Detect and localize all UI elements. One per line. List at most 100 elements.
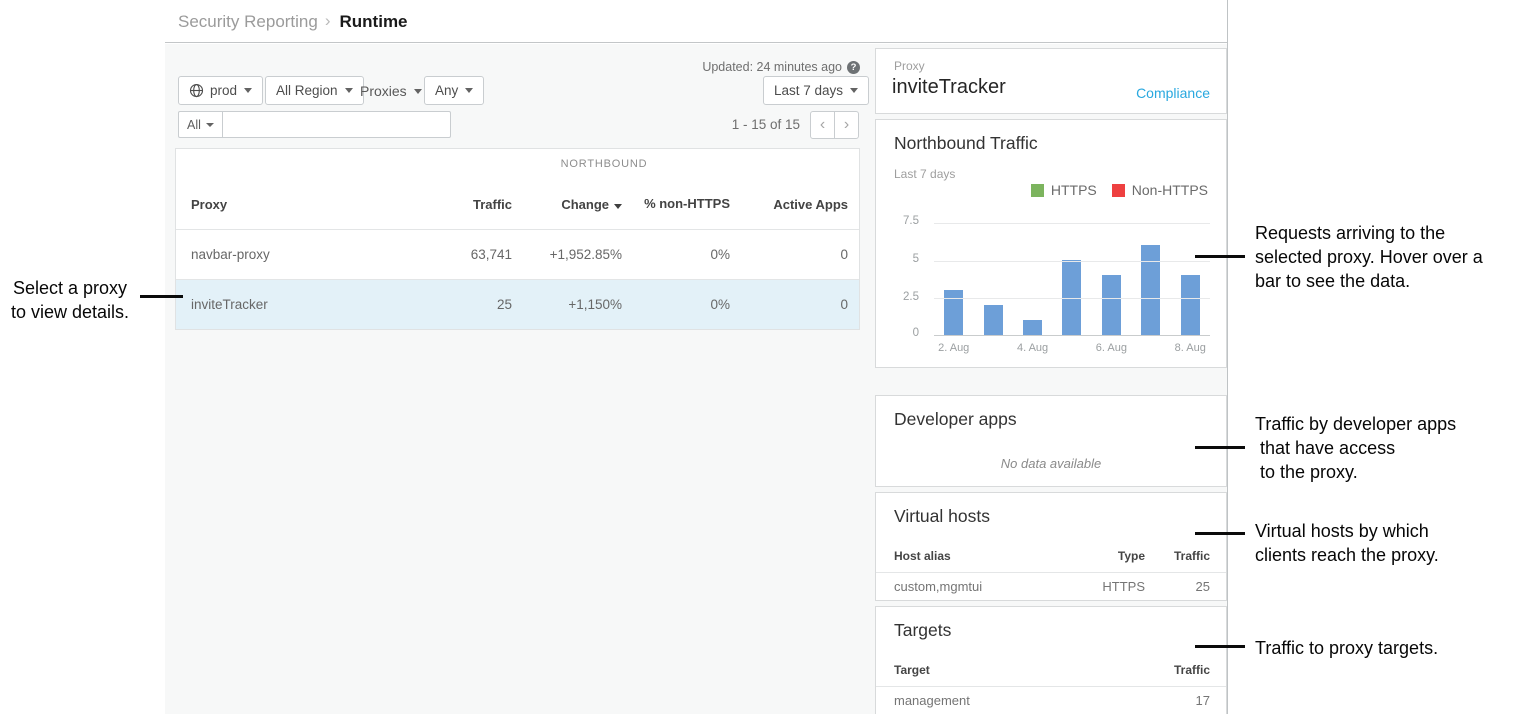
- column-header-traffic: Traffic: [1173, 549, 1210, 563]
- chart-bar[interactable]: [1062, 259, 1082, 335]
- legend-non-https-label: Non-HTTPS: [1131, 182, 1208, 198]
- cell-traffic: 25: [496, 297, 512, 312]
- region-filter-label: All Region: [276, 83, 338, 98]
- caret-down-icon: [205, 122, 214, 127]
- cell-traffic: 63,741: [470, 247, 512, 262]
- cell-traffic: 17: [1195, 693, 1210, 708]
- gridline: [934, 261, 1210, 262]
- chart-bar[interactable]: [983, 304, 1003, 335]
- panel-right-border: [1227, 0, 1228, 714]
- compliance-link[interactable]: Compliance: [1136, 85, 1210, 101]
- callout-line-requests: [1195, 255, 1245, 258]
- cell-non-https: 0%: [710, 247, 730, 262]
- annotation-line: Traffic by developer apps: [1255, 414, 1457, 434]
- column-header-host-alias: Host alias: [894, 549, 951, 563]
- targets-header: Target Traffic: [894, 663, 1210, 677]
- x-tick-label: [1052, 342, 1091, 354]
- chart-bar[interactable]: [1023, 319, 1043, 335]
- chart-y-axis-labels: 7.5 5 2.5 0: [894, 215, 919, 339]
- chart-bar-slot: [1013, 218, 1052, 336]
- chevron-right-icon: ›: [843, 116, 850, 133]
- pagination-controls: ‹ ›: [810, 111, 859, 139]
- search-scope-button[interactable]: All: [178, 111, 223, 138]
- breadcrumb-parent[interactable]: Security Reporting: [178, 12, 318, 31]
- pagination-prev-button[interactable]: ‹: [810, 111, 835, 139]
- legend-item-non-https[interactable]: Non-HTTPS: [1111, 182, 1208, 198]
- cell-proxy-name: navbar-proxy: [191, 247, 270, 262]
- annotation-line: to view details.: [10, 302, 130, 322]
- caret-down-icon: [465, 88, 474, 93]
- cell-active-apps: 0: [840, 247, 848, 262]
- x-tick-label: 2. Aug: [938, 342, 970, 354]
- x-tick-label: [973, 342, 1012, 354]
- caret-down-icon: [850, 88, 859, 93]
- column-header-target: Target: [894, 663, 930, 677]
- table-row-selected[interactable]: inviteTracker 25 +1,150% 0% 0: [176, 279, 859, 329]
- x-tick-label: 8. Aug: [1174, 342, 1206, 354]
- x-tick-label: [1131, 342, 1170, 354]
- target-row[interactable]: management 17: [894, 693, 1210, 708]
- callout-line-developer-apps: [1195, 446, 1245, 449]
- time-range-button[interactable]: Last 7 days: [763, 76, 870, 105]
- annotation-line: Requests arriving to the: [1255, 223, 1446, 243]
- cell-change: +1,150%: [568, 297, 622, 312]
- chart-bar-slot: [1171, 218, 1210, 336]
- breadcrumb-chevron-icon: ›: [324, 11, 331, 30]
- developer-apps-card: Developer apps No data available: [875, 395, 1227, 487]
- northbound-bar-chart: 7.5 5 2.5 0 2. Aug 4. Aug 6. Aug 8. Aug: [894, 215, 1210, 368]
- globe-icon: [189, 83, 204, 98]
- column-header-traffic[interactable]: Traffic: [472, 196, 512, 212]
- column-header-active-apps[interactable]: Active Apps: [773, 196, 848, 212]
- empty-state-text: No data available: [1000, 456, 1102, 471]
- virtual-host-row[interactable]: custom,mgmtui HTTPS 25: [894, 579, 1210, 594]
- column-header-change[interactable]: Change: [525, 197, 635, 212]
- region-filter-button[interactable]: All Region: [265, 76, 364, 105]
- updated-status: Updated: 24 minutes ago ?: [702, 60, 860, 74]
- pagination-range: 1 - 15 of 15: [731, 117, 800, 132]
- proxy-label: Proxy: [894, 59, 925, 73]
- pagination-next-button[interactable]: ›: [834, 111, 859, 139]
- any-filter-button[interactable]: Any: [424, 76, 485, 105]
- proxy-detail-card: Proxy inviteTracker Compliance: [875, 48, 1227, 114]
- environment-filter-button[interactable]: prod: [178, 76, 264, 105]
- column-header-proxy[interactable]: Proxy: [191, 196, 228, 212]
- northbound-traffic-card: Northbound Traffic Last 7 days HTTPS Non…: [875, 119, 1227, 368]
- x-tick-label: 4. Aug: [1016, 342, 1049, 354]
- legend-item-https[interactable]: HTTPS: [1030, 182, 1097, 198]
- chart-bar[interactable]: [1180, 274, 1200, 335]
- chart-bar-slot: [973, 218, 1012, 336]
- chart-bar-slot: [1092, 218, 1131, 336]
- y-tick-label: 2.5: [903, 291, 919, 303]
- chart-bar-slot: [1052, 218, 1091, 336]
- table-row[interactable]: navbar-proxy 63,741 +1,952.85% 0% 0: [176, 229, 859, 279]
- proxies-filter-dropdown[interactable]: Proxies: [360, 80, 422, 102]
- x-tick-label: 6. Aug: [1095, 342, 1127, 354]
- cell-active-apps: 0: [840, 297, 848, 312]
- northbound-group-label: NORTHBOUND: [560, 158, 648, 170]
- annotation-line: bar to see the data.: [1255, 271, 1411, 291]
- annotation-line: to the proxy.: [1255, 462, 1358, 482]
- environment-filter-label: prod: [210, 83, 238, 98]
- chart-subtitle: Last 7 days: [894, 167, 956, 181]
- column-header-traffic: Traffic: [1173, 663, 1210, 677]
- chart-bar[interactable]: [944, 289, 964, 335]
- caret-down-icon: [244, 88, 253, 93]
- chart-bar[interactable]: [1101, 274, 1121, 335]
- callout-line-virtual-hosts: [1195, 532, 1245, 535]
- column-header-non-https[interactable]: % non-HTTPS: [635, 195, 743, 213]
- legend-https-label: HTTPS: [1050, 182, 1097, 198]
- app-header: [165, 0, 1227, 43]
- y-tick-label: 0: [912, 327, 919, 339]
- column-header-type: Type: [1117, 549, 1145, 563]
- help-icon[interactable]: ?: [847, 60, 860, 74]
- chevron-left-icon: ‹: [819, 116, 826, 133]
- table-column-headers: Proxy Traffic Change % non-HTTPS Active …: [176, 179, 859, 229]
- search-input[interactable]: [221, 111, 451, 138]
- annotation-virtual-hosts: Virtual hosts by which clients reach the…: [1255, 519, 1439, 567]
- chart-bar-slot: [934, 218, 973, 336]
- cell-host-alias: custom,mgmtui: [894, 579, 983, 594]
- chart-bar[interactable]: [1141, 244, 1161, 335]
- callout-line-targets: [1195, 645, 1245, 648]
- cell-target: management: [894, 693, 970, 708]
- change-header-label: Change: [561, 196, 609, 212]
